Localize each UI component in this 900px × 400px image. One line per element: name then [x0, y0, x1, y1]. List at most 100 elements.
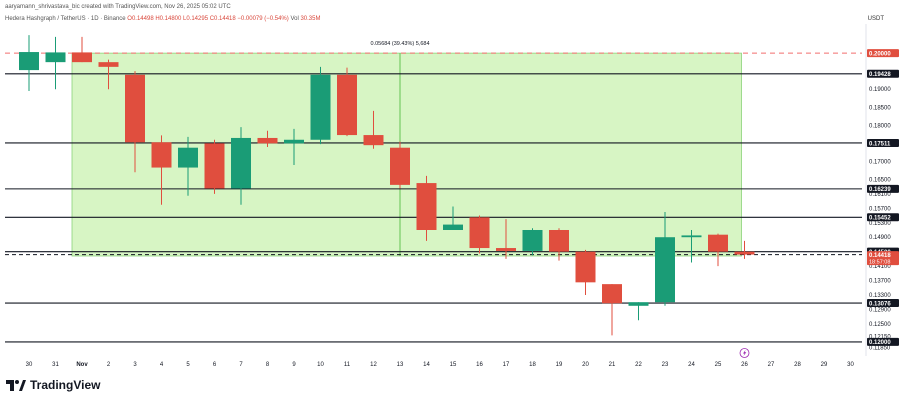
time-axis-label: 25	[715, 362, 722, 368]
candle-body[interactable]	[337, 74, 357, 136]
level-price-badge	[867, 49, 899, 58]
time-axis-label: 13	[397, 362, 404, 368]
time-axis-label: 30	[26, 362, 33, 368]
ohlc-values: O0.14498 H0.14800 L0.14295 C0.14418 −0.0…	[127, 16, 289, 22]
level-price-badge	[867, 138, 899, 147]
price-axis-tick-label: 0.14100	[869, 264, 891, 270]
candle-body[interactable]	[19, 52, 39, 71]
time-axis-label: 28	[794, 362, 801, 368]
measure-range-label: 0.05684 (39.43%) 5,684	[370, 41, 429, 47]
candle-body[interactable]	[443, 224, 463, 230]
candle-body[interactable]	[178, 147, 198, 168]
lightning-glyph	[743, 350, 747, 356]
time-axis-label: 26	[741, 362, 748, 368]
price-axis-tick-label: 0.19000	[869, 87, 891, 93]
current-price-countdown: 18:57:08	[869, 260, 890, 266]
candle-body[interactable]	[231, 137, 251, 189]
time-axis-label: 2	[107, 362, 111, 368]
price-axis-tick-label: 0.14900	[869, 235, 891, 241]
tradingview-logo-icon	[6, 379, 26, 391]
level-price-badge	[867, 184, 899, 193]
volume-value: 30.35M	[300, 16, 321, 22]
time-axis-label: 31	[52, 362, 59, 368]
candle-body[interactable]	[496, 248, 516, 251]
time-axis-label: 17	[503, 362, 510, 368]
time-axis-label: 19	[556, 362, 563, 368]
time-axis-label: 11	[344, 362, 351, 368]
candle-body[interactable]	[363, 135, 384, 146]
author-line: aaryamann_shrivastava_bic created with T…	[5, 4, 231, 10]
price-axis-tick-label: 0.12150	[869, 334, 891, 340]
level-price-badge-label: 0.20000	[869, 51, 891, 57]
candle-body[interactable]	[151, 142, 172, 168]
level-price-badge	[867, 337, 899, 346]
symbol-name: Hedera Hashgraph / TetherUS · 1D · Binan…	[5, 16, 126, 22]
time-axis-label: 3	[133, 362, 137, 368]
price-axis-tick-label: 0.12500	[869, 322, 891, 328]
candle-body[interactable]	[602, 284, 622, 304]
time-axis-label: 15	[450, 362, 457, 368]
candle-body[interactable]	[522, 229, 543, 251]
level-price-badge	[867, 299, 899, 308]
currency-label[interactable]: USDT	[867, 16, 884, 22]
tradingview-logo: TradingView	[6, 378, 100, 392]
time-axis-label: 18	[529, 362, 536, 368]
candle-body[interactable]	[257, 137, 278, 144]
price-axis-tick-label: 0.15700	[869, 206, 891, 212]
time-axis-label: 8	[266, 362, 270, 368]
candle-body[interactable]	[575, 251, 596, 283]
candle-body[interactable]	[469, 217, 490, 249]
time-axis-label: 16	[476, 362, 483, 368]
time-axis-label: 22	[635, 362, 642, 368]
candle-body[interactable]	[310, 74, 331, 140]
time-axis-label: 29	[821, 362, 828, 368]
time-axis-label: 10	[317, 362, 324, 368]
current-price-badge-label: 0.14418	[869, 253, 891, 259]
candle-body[interactable]	[549, 229, 569, 252]
candle-body[interactable]	[628, 302, 649, 306]
time-axis-label: Nov	[76, 362, 88, 368]
time-axis-label: 14	[423, 362, 430, 368]
time-axis-label: 21	[609, 362, 616, 368]
candle-body[interactable]	[390, 147, 410, 185]
level-price-badge-label: 0.17511	[869, 141, 891, 147]
candle-body[interactable]	[98, 62, 119, 67]
price-axis-tick-label: 0.13700	[869, 279, 891, 285]
level-price-badge	[867, 69, 899, 78]
candle-body[interactable]	[45, 52, 66, 63]
candle-body[interactable]	[416, 183, 437, 230]
time-axis-label: 12	[370, 362, 377, 368]
time-axis-label: 23	[662, 362, 669, 368]
price-axis-tick-label: 0.11850	[869, 345, 891, 351]
level-price-badge-label: 0.19428	[869, 72, 891, 78]
time-axis-label: 7	[239, 362, 243, 368]
time-axis-label: 27	[768, 362, 775, 368]
level-price-badge-label: 0.13076	[869, 301, 891, 307]
level-price-badge-label: 0.12000	[869, 340, 891, 346]
candle-body[interactable]	[72, 52, 92, 63]
price-axis-tick-label: 0.18500	[869, 105, 891, 111]
time-axis-label: 4	[160, 362, 164, 368]
level-price-badge-label: 0.15452	[869, 216, 891, 222]
level-price-badge	[867, 213, 899, 222]
time-axis-label: 24	[688, 362, 695, 368]
price-axis-tick-label: 0.18000	[869, 123, 891, 129]
candle-body[interactable]	[681, 235, 702, 238]
price-axis-tick-label: 0.13300	[869, 293, 891, 299]
candle-body[interactable]	[125, 74, 145, 143]
tradingview-logo-text: TradingView	[30, 378, 101, 392]
time-axis-label: 6	[213, 362, 217, 368]
time-axis-label: 20	[582, 362, 589, 368]
candle-body[interactable]	[284, 139, 304, 144]
price-axis-tick-label: 0.15300	[869, 221, 891, 227]
time-axis-label: 5	[186, 362, 190, 368]
candle-body[interactable]	[708, 234, 728, 252]
price-axis-tick-label: 0.17000	[869, 159, 891, 165]
candle-body[interactable]	[204, 143, 225, 189]
candle-body[interactable]	[655, 237, 675, 303]
price-axis-tick-label: 0.16100	[869, 192, 891, 198]
candle-body[interactable]	[734, 251, 755, 255]
symbol-legend: Hedera Hashgraph / TetherUS · 1D · Binan…	[5, 16, 320, 22]
time-axis-label: 9	[292, 362, 296, 368]
